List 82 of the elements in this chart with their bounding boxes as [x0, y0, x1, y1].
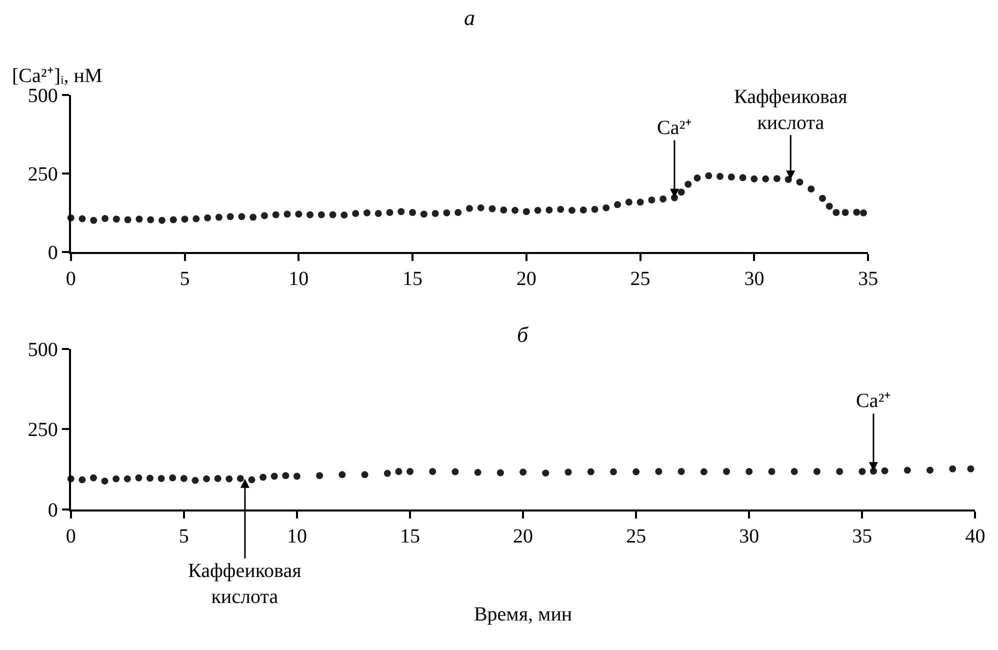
point	[361, 471, 368, 478]
x-tick-label: 30	[739, 525, 760, 548]
chart-title: а	[464, 5, 475, 30]
y-axis-title: [Ca²⁺]ᵢ, нМ	[12, 65, 103, 87]
x-tick-label: 5	[180, 268, 190, 290]
x-tick-label: 10	[288, 268, 309, 290]
point	[520, 468, 527, 476]
point	[101, 478, 108, 485]
x-tick-label: 0	[66, 268, 76, 290]
x-tick-label: 5	[178, 525, 189, 548]
x-tick-label: 25	[626, 525, 646, 548]
point	[700, 468, 708, 476]
point	[474, 468, 482, 476]
x-tick-label: 25	[630, 268, 650, 290]
x-axis-title: Время, мин	[474, 603, 572, 626]
point	[214, 475, 222, 482]
y-tick-label: 0	[48, 499, 58, 522]
point	[236, 475, 244, 482]
point	[180, 475, 188, 482]
point	[135, 474, 142, 482]
annotation: Каффеиковая кислота	[734, 86, 848, 134]
x-tick-label: 20	[513, 525, 534, 548]
point	[338, 471, 346, 478]
y-tick-label: 0	[48, 242, 58, 264]
point	[790, 468, 798, 475]
point	[632, 468, 640, 476]
y-tick-label: 250	[28, 163, 58, 186]
point	[904, 466, 911, 474]
point	[429, 468, 436, 475]
annotation: Ca²⁺	[856, 390, 892, 412]
x-tick-label: 10	[286, 525, 307, 548]
point	[926, 466, 934, 474]
point	[452, 468, 459, 476]
x-tick-label: 40	[965, 525, 986, 548]
point	[881, 467, 888, 474]
point	[723, 468, 730, 475]
x-tick-label: 0	[66, 525, 76, 548]
y-tick-label: 250	[28, 419, 58, 442]
point	[226, 475, 233, 482]
point	[248, 476, 256, 484]
point	[746, 468, 753, 475]
point	[158, 475, 165, 482]
point	[542, 470, 550, 477]
point	[169, 474, 176, 482]
annotation: Ca²⁺	[657, 117, 692, 139]
point	[678, 468, 685, 475]
x-tick-label: 35	[852, 525, 872, 548]
point	[967, 465, 974, 472]
point	[655, 468, 662, 475]
point	[203, 475, 210, 482]
point	[384, 470, 391, 477]
point	[316, 472, 324, 480]
point	[587, 468, 594, 476]
chart-title: б	[517, 322, 529, 347]
point	[768, 468, 776, 475]
point	[949, 465, 956, 472]
point	[78, 476, 86, 484]
annotation: Каффеиковая кислота	[188, 560, 302, 608]
x-tick-label: 35	[858, 268, 878, 290]
x-tick-label: 20	[516, 268, 536, 290]
point	[192, 476, 199, 484]
point	[124, 475, 131, 482]
point	[90, 474, 97, 482]
point	[260, 474, 267, 481]
x-tick-label: 15	[400, 525, 420, 548]
y-tick-label: 500	[28, 339, 58, 362]
y-tick-label: 500	[28, 84, 58, 107]
point	[813, 468, 820, 475]
point	[858, 468, 866, 475]
point	[496, 469, 504, 476]
point	[293, 472, 300, 480]
point	[610, 468, 617, 476]
point	[282, 472, 290, 480]
point	[836, 468, 844, 475]
point	[564, 468, 572, 476]
point	[112, 475, 120, 482]
point	[395, 468, 402, 475]
x-tick-label: 30	[744, 268, 764, 290]
point	[270, 472, 278, 480]
point	[146, 474, 154, 482]
x-tick-label: 15	[402, 268, 423, 290]
point	[406, 468, 414, 475]
